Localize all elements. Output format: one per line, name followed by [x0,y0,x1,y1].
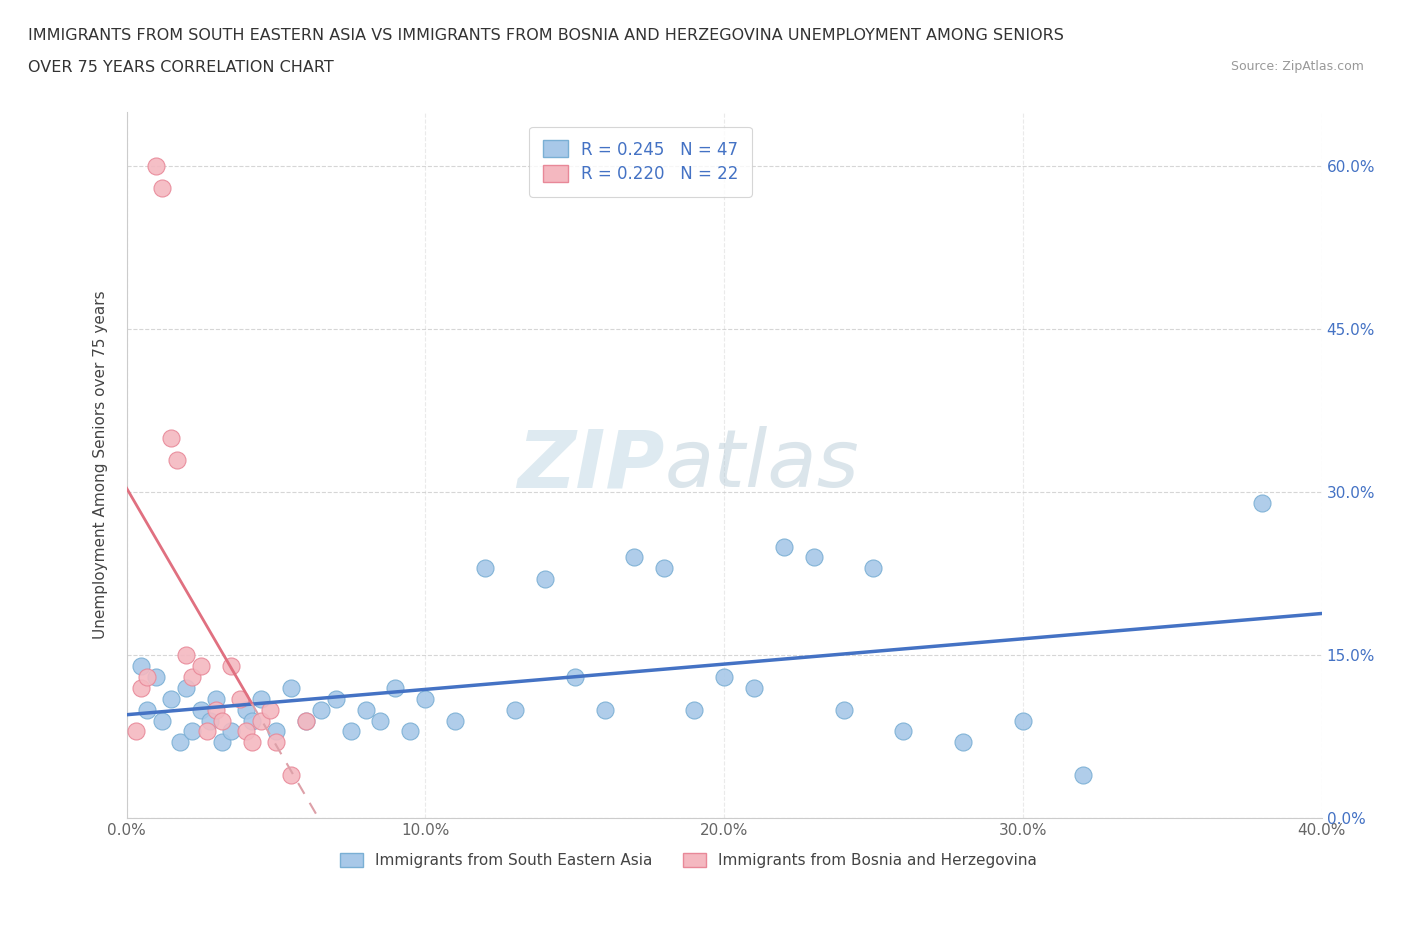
Point [166,452,188,467]
Point [235,724,257,738]
Point [181,724,204,738]
Point [211,713,233,728]
Point [415,691,437,706]
Point [190,658,212,673]
Text: atlas: atlas [664,426,859,504]
Point [1011,713,1033,728]
Point [152,713,174,728]
Point [742,681,765,696]
Point [250,713,273,728]
Text: ZIP: ZIP [517,426,664,504]
Point [131,658,153,673]
Point [219,658,242,673]
Point [280,681,302,696]
Point [713,670,735,684]
Point [259,702,281,717]
Point [1251,496,1274,511]
Point [832,702,855,717]
Point [235,702,257,717]
Point [264,724,287,738]
Point [169,735,191,750]
Point [280,767,302,782]
Point [152,180,174,195]
Point [952,735,974,750]
Text: IMMIGRANTS FROM SOUTH EASTERN ASIA VS IMMIGRANTS FROM BOSNIA AND HERZEGOVINA UNE: IMMIGRANTS FROM SOUTH EASTERN ASIA VS IM… [28,28,1064,43]
Point [773,539,796,554]
Point [240,713,263,728]
Point [399,724,422,738]
Text: OVER 75 YEARS CORRELATION CHART: OVER 75 YEARS CORRELATION CHART [28,60,333,75]
Point [893,724,915,738]
Point [145,670,167,684]
Point [131,681,153,696]
Point [160,431,183,445]
Point [174,681,197,696]
Point [683,702,706,717]
Point [325,691,347,706]
Point [862,561,884,576]
Text: Source: ZipAtlas.com: Source: ZipAtlas.com [1230,60,1364,73]
Y-axis label: Unemployment Among Seniors over 75 years: Unemployment Among Seniors over 75 years [93,291,108,639]
Point [229,691,252,706]
Point [309,702,332,717]
Point [205,691,228,706]
Point [211,735,233,750]
Point [339,724,361,738]
Point [384,681,406,696]
Point [354,702,377,717]
Point [503,702,526,717]
Point [190,702,212,717]
Point [370,713,392,728]
Point [200,713,222,728]
Legend: Immigrants from South Eastern Asia, Immigrants from Bosnia and Herzegovina: Immigrants from South Eastern Asia, Immi… [333,847,1043,874]
Point [623,550,645,565]
Point [160,691,183,706]
Point [593,702,616,717]
Point [205,702,228,717]
Point [174,648,197,663]
Point [294,713,316,728]
Point [803,550,825,565]
Point [240,735,263,750]
Point [564,670,586,684]
Point [534,572,557,587]
Point [181,670,204,684]
Point [294,713,316,728]
Point [652,561,675,576]
Point [264,735,287,750]
Point [474,561,496,576]
Point [444,713,467,728]
Point [145,158,167,173]
Point [250,691,273,706]
Point [124,724,146,738]
Point [136,702,159,717]
Point [136,670,159,684]
Point [219,724,242,738]
Point [195,724,218,738]
Point [1071,767,1094,782]
